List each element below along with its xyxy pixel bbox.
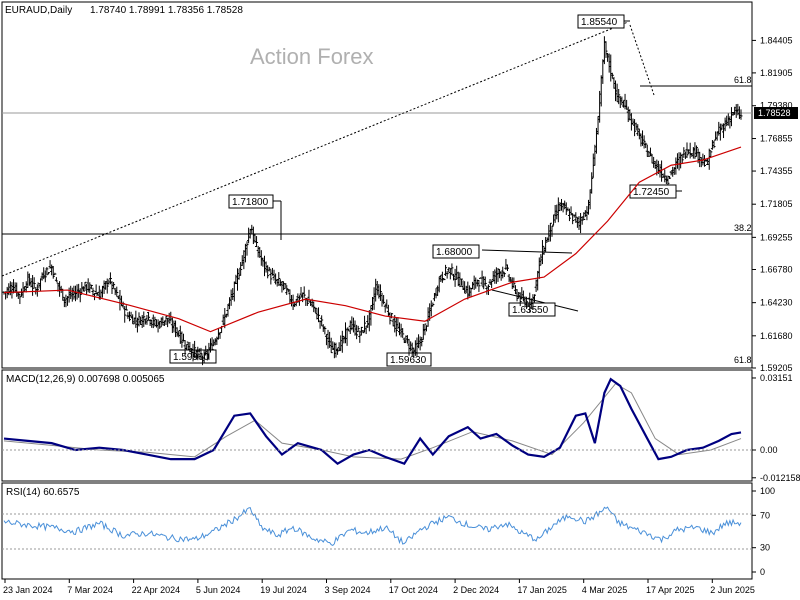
price-tick-label: 1.66780 bbox=[760, 265, 793, 275]
price-bars bbox=[2, 36, 743, 366]
price-tick-label: 1.79380 bbox=[760, 101, 793, 111]
moving-average-line bbox=[3, 146, 742, 333]
svg-text:1.59630: 1.59630 bbox=[390, 355, 427, 366]
rsi-tick-label: 0 bbox=[760, 567, 765, 577]
macd-tick-label: 0.03151 bbox=[760, 373, 793, 383]
price-tick-label: 1.64230 bbox=[760, 298, 793, 308]
ohlc-values-label: 1.78740 1.78991 1.78356 1.78528 bbox=[90, 5, 243, 16]
level-label-lower: 61.8 bbox=[734, 355, 752, 365]
date-tick-label: 5 Jun 2024 bbox=[196, 585, 241, 595]
price-tick-label: 1.84405 bbox=[760, 35, 793, 45]
price-tick-label: 1.71805 bbox=[760, 199, 793, 209]
date-tick-label: 2 Dec 2024 bbox=[453, 585, 499, 595]
price-tick-label: 1.76855 bbox=[760, 134, 793, 144]
chart-symbol-label: EURAUD,Daily bbox=[5, 5, 72, 16]
date-tick-label: 17 Apr 2025 bbox=[646, 585, 695, 595]
rsi-tick-label: 30 bbox=[760, 543, 770, 553]
date-tick-label: 19 Jul 2024 bbox=[260, 585, 307, 595]
date-tick-label: 23 Jan 2024 bbox=[3, 585, 53, 595]
annotation-1-7245: 1.72450 bbox=[629, 184, 677, 199]
date-tick-label: 7 Mar 2024 bbox=[67, 585, 113, 595]
level-label-middle: 38.2 bbox=[734, 223, 752, 233]
price-tick-label: 1.61680 bbox=[760, 331, 793, 341]
date-tick-label: 17 Jan 2025 bbox=[517, 585, 567, 595]
date-axis: 23 Jan 2024 7 Mar 2024 22 Apr 2024 5 Jun 20… bbox=[3, 579, 755, 595]
macd-series bbox=[3, 377, 742, 466]
macd-signal-line bbox=[3, 383, 742, 460]
macd-main-line bbox=[3, 377, 742, 466]
date-tick-label: 3 Sep 2024 bbox=[325, 585, 371, 595]
watermark-text: Action Forex bbox=[250, 44, 374, 69]
date-tick-label: 17 Oct 2024 bbox=[389, 585, 438, 595]
rsi-tick-label: 100 bbox=[760, 486, 775, 496]
price-tick-label: 1.69255 bbox=[760, 232, 793, 242]
macd-axis: 0.03151 0.00 -0.012158 bbox=[752, 373, 800, 483]
macd-panel-frame bbox=[1, 369, 753, 482]
svg-text:1.71800: 1.71800 bbox=[232, 197, 269, 208]
macd-tick-label: -0.012158 bbox=[760, 473, 800, 483]
retracement-line-dotted bbox=[629, 24, 655, 96]
macd-tick-label: 0.00 bbox=[760, 445, 778, 455]
annotation-high: 1.85540 bbox=[577, 14, 625, 29]
svg-text:1.59960: 1.59960 bbox=[173, 352, 210, 363]
level-label-upper: 61.8 bbox=[734, 75, 752, 85]
date-tick-label: 2 Jun 2025 bbox=[710, 585, 755, 595]
rsi-panel-frame bbox=[1, 482, 753, 580]
price-tick-label: 1.59205 bbox=[760, 363, 793, 373]
price-axis: 1.84405 1.81905 1.79380 1.76855 1.74355 1.718… bbox=[752, 35, 793, 373]
svg-text:1.72450: 1.72450 bbox=[633, 187, 670, 198]
annotation-1-680: 1.68000 bbox=[432, 244, 480, 259]
svg-text:1.78528: 1.78528 bbox=[758, 108, 791, 118]
date-tick-label: 4 Mar 2025 bbox=[582, 585, 628, 595]
svg-text:1.85540: 1.85540 bbox=[581, 17, 618, 28]
macd-title-label: MACD(12,26,9) 0.007698 0.005065 bbox=[6, 374, 165, 385]
price-tick-label: 1.81905 bbox=[760, 68, 793, 78]
annotation-1-718: 1.71800 bbox=[228, 194, 274, 209]
rsi-series bbox=[3, 506, 742, 547]
moving-average-series bbox=[3, 146, 742, 333]
annotation-1-6355: 1.63550 bbox=[508, 302, 556, 317]
rsi-tick-label: 70 bbox=[760, 510, 770, 520]
price-panel-frame bbox=[1, 1, 753, 369]
rsi-title-label: RSI(14) 60.6575 bbox=[6, 487, 80, 498]
rsi-axis: 100 70 30 0 bbox=[752, 486, 775, 577]
last-price-tag: 1.78528 bbox=[754, 107, 798, 119]
rsi-line bbox=[3, 506, 742, 547]
channel-line-upper bbox=[481, 249, 573, 254]
svg-text:1.63550: 1.63550 bbox=[512, 305, 549, 316]
svg-text:1.68000: 1.68000 bbox=[436, 247, 473, 258]
date-tick-label: 22 Apr 2024 bbox=[132, 585, 181, 595]
price-tick-label: 1.74355 bbox=[760, 166, 793, 176]
trend-line-dotted bbox=[1, 21, 629, 277]
